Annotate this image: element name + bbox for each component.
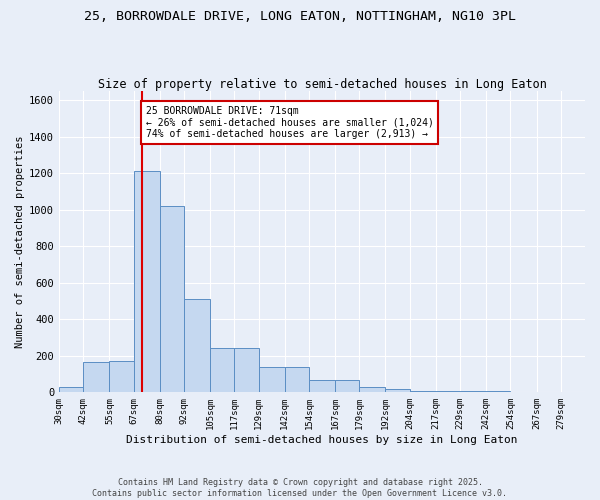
Title: Size of property relative to semi-detached houses in Long Eaton: Size of property relative to semi-detach… [98,78,547,91]
Bar [285,367,309,392]
Bar [259,367,285,392]
Bar [385,388,410,392]
Bar [235,348,259,393]
Bar [109,362,134,392]
Bar [410,390,436,392]
Bar [59,387,83,392]
X-axis label: Distribution of semi-detached houses by size in Long Eaton: Distribution of semi-detached houses by … [126,435,518,445]
Bar [210,348,235,393]
Bar [309,380,335,392]
Bar [83,362,109,392]
Bar [436,390,460,392]
Bar [335,380,359,392]
Y-axis label: Number of semi-detached properties: Number of semi-detached properties [15,136,25,348]
Text: Contains HM Land Registry data © Crown copyright and database right 2025.
Contai: Contains HM Land Registry data © Crown c… [92,478,508,498]
Bar [184,299,210,392]
Text: 25 BORROWDALE DRIVE: 71sqm
← 26% of semi-detached houses are smaller (1,024)
74%: 25 BORROWDALE DRIVE: 71sqm ← 26% of semi… [146,106,434,139]
Bar [160,206,184,392]
Bar [134,172,160,392]
Bar [359,387,385,392]
Text: 25, BORROWDALE DRIVE, LONG EATON, NOTTINGHAM, NG10 3PL: 25, BORROWDALE DRIVE, LONG EATON, NOTTIN… [84,10,516,23]
